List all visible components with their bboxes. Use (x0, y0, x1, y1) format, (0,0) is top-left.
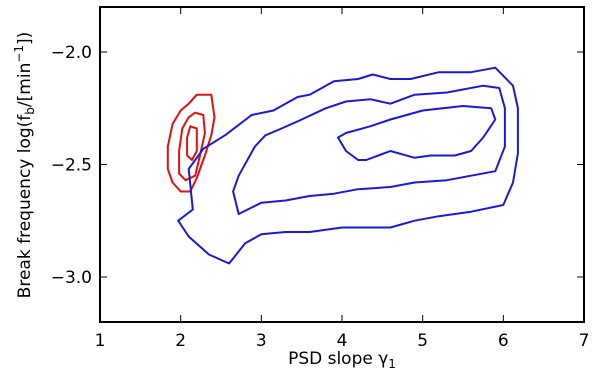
contour-lines (166, 66, 519, 265)
red-contour-inner (186, 125, 198, 161)
y-tick-label: −2.5 (51, 156, 92, 176)
y-tick-label: −3.0 (51, 268, 92, 288)
x-tick-label: 7 (579, 331, 590, 351)
x-tick-label: 1 (95, 331, 106, 351)
x-tick-label: 2 (175, 331, 186, 351)
plot-frame (99, 6, 585, 323)
y-axis-label: Break frequency log(fb/[min−1]) (12, 32, 37, 299)
axis-ticks: 1 2 3 4 5 6 7 −2.0 −2.5 −3.0 (51, 7, 590, 351)
x-axis-label: PSD slope γ1 (288, 349, 396, 371)
red-contour-outer (166, 93, 216, 193)
x-tick-label: 4 (337, 331, 348, 351)
blue-contour-inner (337, 105, 497, 161)
x-tick-label: 3 (256, 331, 267, 351)
blue-contour-middle (232, 84, 506, 215)
x-tick-label: 6 (498, 331, 509, 351)
x-tick-label: 5 (417, 331, 428, 351)
y-tick-label: −2.0 (51, 43, 92, 63)
red-contour-middle (178, 111, 206, 182)
blue-contour-outer (177, 66, 519, 265)
